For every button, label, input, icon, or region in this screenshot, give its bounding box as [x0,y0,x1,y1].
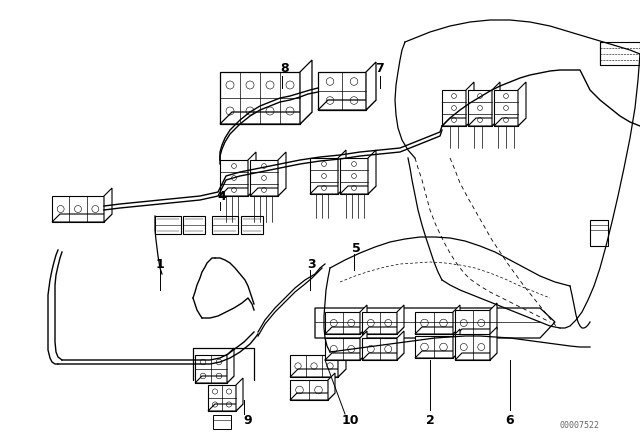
Text: 3: 3 [308,258,316,271]
Polygon shape [328,373,335,400]
Text: 9: 9 [244,414,252,426]
Polygon shape [220,188,256,196]
Polygon shape [315,308,555,338]
Text: 8: 8 [281,61,289,74]
Polygon shape [104,188,112,222]
Polygon shape [310,158,338,194]
Bar [590,220,608,246]
Polygon shape [318,100,376,110]
Polygon shape [360,331,367,360]
Polygon shape [468,90,492,126]
Polygon shape [325,327,367,334]
Polygon shape [468,118,500,126]
Polygon shape [366,62,376,110]
Polygon shape [455,334,490,360]
Polygon shape [290,355,338,377]
Polygon shape [338,150,346,194]
Polygon shape [415,351,460,358]
Polygon shape [442,118,474,126]
Polygon shape [397,331,404,360]
Polygon shape [278,152,286,196]
Text: 10: 10 [341,414,359,426]
Text: 5: 5 [351,241,360,254]
Polygon shape [338,347,346,377]
Polygon shape [518,82,526,126]
Polygon shape [362,353,404,360]
Polygon shape [453,305,460,334]
Polygon shape [208,385,236,411]
Polygon shape [325,353,367,360]
Polygon shape [415,336,453,358]
Polygon shape [442,90,466,126]
Polygon shape [195,355,227,383]
Polygon shape [494,90,518,126]
Polygon shape [220,160,248,196]
Polygon shape [340,186,376,194]
Polygon shape [250,160,278,196]
Polygon shape [362,312,397,334]
Polygon shape [415,312,453,334]
Polygon shape [494,118,526,126]
Polygon shape [362,327,404,334]
Polygon shape [455,329,497,336]
Polygon shape [360,305,367,334]
Polygon shape [52,214,112,222]
Polygon shape [290,380,328,400]
Polygon shape [600,42,640,65]
Text: 2: 2 [426,414,435,426]
Polygon shape [212,216,238,234]
Polygon shape [250,188,286,196]
Polygon shape [325,312,360,334]
Polygon shape [183,216,205,234]
Text: 4: 4 [218,190,227,202]
Polygon shape [52,196,104,222]
Polygon shape [397,305,404,334]
Polygon shape [290,393,335,400]
Polygon shape [325,338,360,360]
Polygon shape [290,369,346,377]
Polygon shape [236,378,243,411]
Polygon shape [466,82,474,126]
Text: 7: 7 [376,61,385,74]
Polygon shape [241,216,263,234]
Polygon shape [208,404,243,411]
Polygon shape [492,82,500,126]
Polygon shape [415,327,460,334]
Polygon shape [453,329,460,358]
Polygon shape [220,112,312,124]
Polygon shape [300,60,312,124]
Bar [213,415,231,429]
Polygon shape [310,186,346,194]
Polygon shape [155,216,181,234]
Polygon shape [227,348,234,383]
Polygon shape [195,376,234,383]
Polygon shape [368,150,376,194]
Text: 6: 6 [506,414,515,426]
Polygon shape [340,158,368,194]
Polygon shape [490,327,497,360]
Polygon shape [220,72,300,124]
Polygon shape [490,303,497,336]
Text: 00007522: 00007522 [560,421,600,430]
Polygon shape [362,338,397,360]
Polygon shape [318,72,366,110]
Text: 1: 1 [156,258,164,271]
Polygon shape [455,353,497,360]
Polygon shape [248,152,256,196]
Polygon shape [455,310,490,336]
